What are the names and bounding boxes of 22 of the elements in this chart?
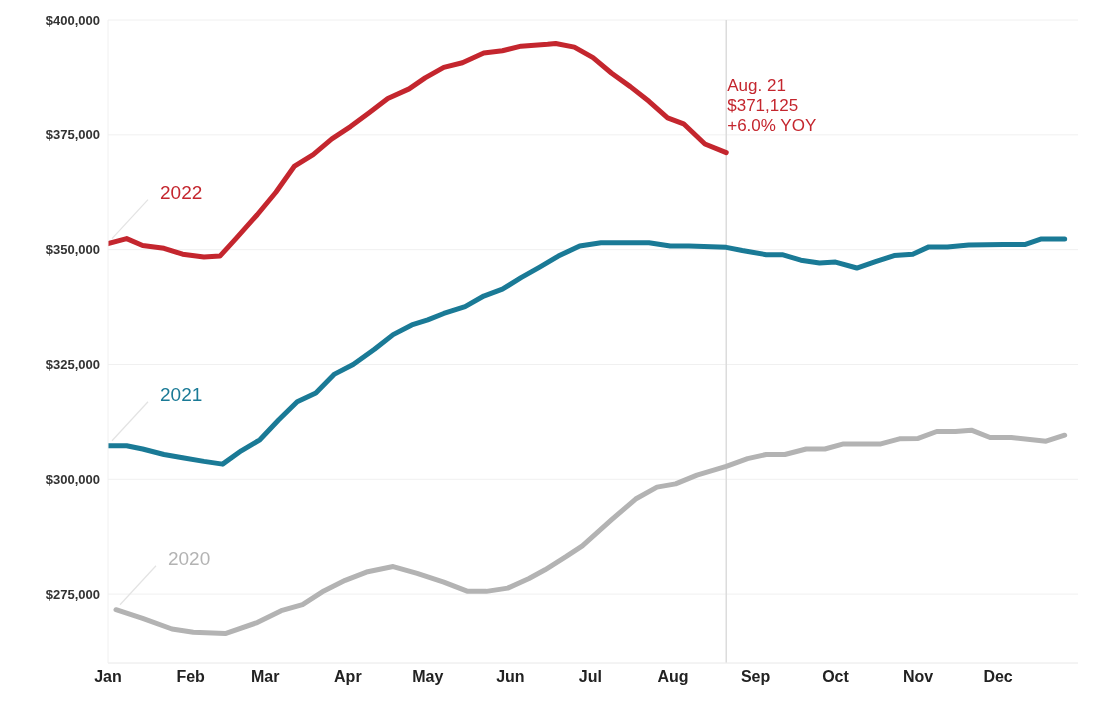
x-tick-label: Jun (496, 668, 525, 686)
y-tick-label: $375,000 (45, 127, 100, 143)
annotation: Aug. 21 $371,125 +6.0% YOY (727, 75, 817, 135)
y-tick-label: $400,000 (45, 12, 100, 28)
y-tick-label: $325,000 (45, 357, 100, 373)
text: 2020 (167, 547, 211, 569)
y-tick-label: $350,000 (45, 242, 100, 258)
text: 2021 (160, 383, 203, 405)
x-tick-label: Oct (822, 668, 850, 686)
text: 2022 (160, 181, 203, 203)
x-tick-label: Jul (578, 668, 602, 686)
y-tick-label: $275,000 (45, 586, 100, 602)
x-tick-label: Sep (740, 668, 771, 686)
x-tick-label: May (412, 668, 444, 686)
y-tick-label: $300,000 (45, 471, 100, 487)
x-tick-label: Aug (657, 668, 689, 686)
x-tick-label: Apr (334, 668, 362, 686)
x-tick-label: Nov (902, 668, 934, 686)
x-tick-label: Mar (251, 668, 280, 686)
x-tick-label: Jan (94, 668, 122, 686)
x-tick-label: Feb (176, 668, 206, 686)
x-tick-label: Dec (983, 668, 1013, 686)
